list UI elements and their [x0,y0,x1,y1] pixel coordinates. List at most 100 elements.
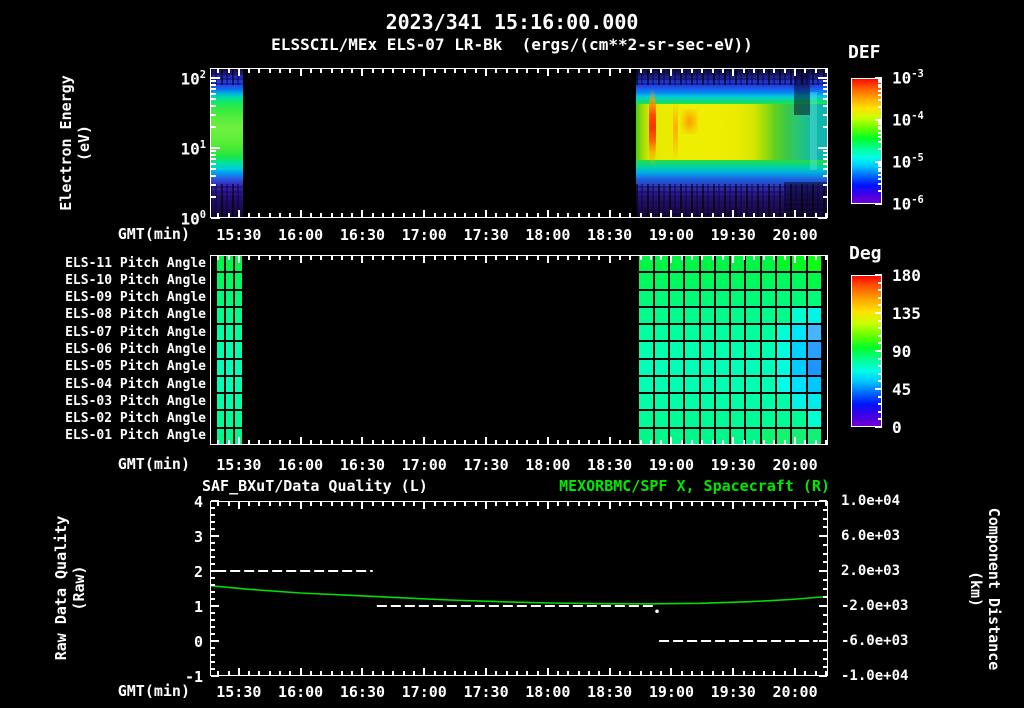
axis-tick [711,502,714,506]
axis-tick [878,281,882,284]
deg-colorbar-title: Deg [849,243,882,264]
pitch-grid-cell [653,341,670,359]
axis-tick [588,69,591,73]
pitch-grid-cell [791,375,807,394]
axis-tick [340,440,343,444]
x-tick-label: 16:30 [339,456,386,474]
axis-tick [248,69,251,73]
axis-tick [660,213,663,217]
pitch-grid-cell [225,341,235,359]
axis-tick [878,106,882,109]
pitch-grid-cell [745,427,761,445]
axis-tick [412,440,415,444]
axis-tick [742,256,745,260]
axis-tick [878,78,882,81]
pitch-row-label: ELS-04 Pitch Angle [65,376,206,392]
axis-tick [823,104,828,107]
axis-tick [423,668,426,675]
y-tick-label: 102 [180,69,206,89]
axis-tick [588,440,591,444]
axis-tick [823,174,828,177]
axis-tick [211,183,216,186]
pitch-grid-cell [234,427,243,445]
axis-tick [680,440,683,444]
axis-tick [878,167,882,170]
axis-tick [211,195,216,198]
axis-tick [237,210,240,217]
axis-tick [402,213,405,217]
quality-panel-title-right: MEXORBMC/SPF X, Spacecraft (R) [559,477,830,495]
pitch-grid-cell [699,341,715,359]
axis-tick [211,535,219,537]
axis-tick [639,440,642,444]
pitch-grid-cell [730,341,746,359]
axis-tick [279,671,282,675]
pitch-grid-cell [714,272,731,290]
x-axis-label-bottom: GMT(min) [117,682,190,700]
axis-tick [248,671,251,675]
axis-tick [371,213,374,217]
axis-tick [878,327,882,330]
axis-tick [639,671,642,675]
x-tick-label: 17:00 [401,683,447,701]
pitch-grid-cell [730,324,746,342]
axis-tick [567,440,570,444]
axis-tick [211,147,220,149]
pitch-grid-cell [234,393,243,411]
axis-tick [211,125,216,128]
axis-tick [649,671,652,675]
axis-tick [340,502,343,506]
pitch-grid-cell [730,375,746,394]
colorbar-tick-label: 0 [892,418,902,437]
axis-tick [814,671,817,675]
axis-tick [423,210,426,217]
x-tick-label: 16:00 [278,226,324,244]
axis-tick [361,502,364,509]
axis-tick [588,502,591,506]
axis-tick [618,69,621,73]
pitch-grid-cell [775,341,792,359]
axis-tick [495,502,498,506]
pitch-grid-cell [745,306,761,325]
axis-tick [670,437,673,444]
axis-tick [454,213,457,217]
page-title: 2023/341 15:16:00.000 [385,10,639,34]
axis-tick [485,69,488,76]
electron-energy-spectrogram [210,68,828,218]
pitch-grid-cell [760,341,776,359]
axis-tick [567,213,570,217]
axis-tick [819,605,827,607]
axis-tick [309,671,312,675]
axis-tick [217,256,220,260]
axis-tick [783,256,786,260]
axis-tick [392,69,395,73]
pitch-grid-cell [714,410,731,428]
spec-y-axis-label-line2: (eV) [75,124,93,162]
axis-tick [878,190,882,193]
axis-tick [433,256,436,260]
axis-tick [804,213,807,217]
axis-tick [680,671,683,675]
axis-tick [402,440,405,444]
axis-tick [878,410,882,413]
axis-tick [680,69,683,73]
x-axis-label-middle: GMT(min) [117,455,190,473]
quality-y-left-line2: (Raw) [70,565,88,611]
pitch-grid-cell [638,341,654,359]
axis-tick [618,440,621,444]
axis-tick [248,213,251,217]
axis-tick [227,213,230,217]
axis-tick [464,440,467,444]
axis-tick [309,502,312,506]
x-tick-label: 16:00 [278,456,324,474]
axis-tick [330,256,333,260]
axis-tick [371,502,374,506]
axis-tick [721,213,724,217]
pitch-grid-cell [216,375,226,394]
axis-tick [752,671,755,675]
axis-tick [454,671,457,675]
pitch-grid-cell [714,306,731,325]
axis-tick [237,69,240,76]
pitch-grid-cell [745,341,761,359]
axis-tick [382,502,385,506]
